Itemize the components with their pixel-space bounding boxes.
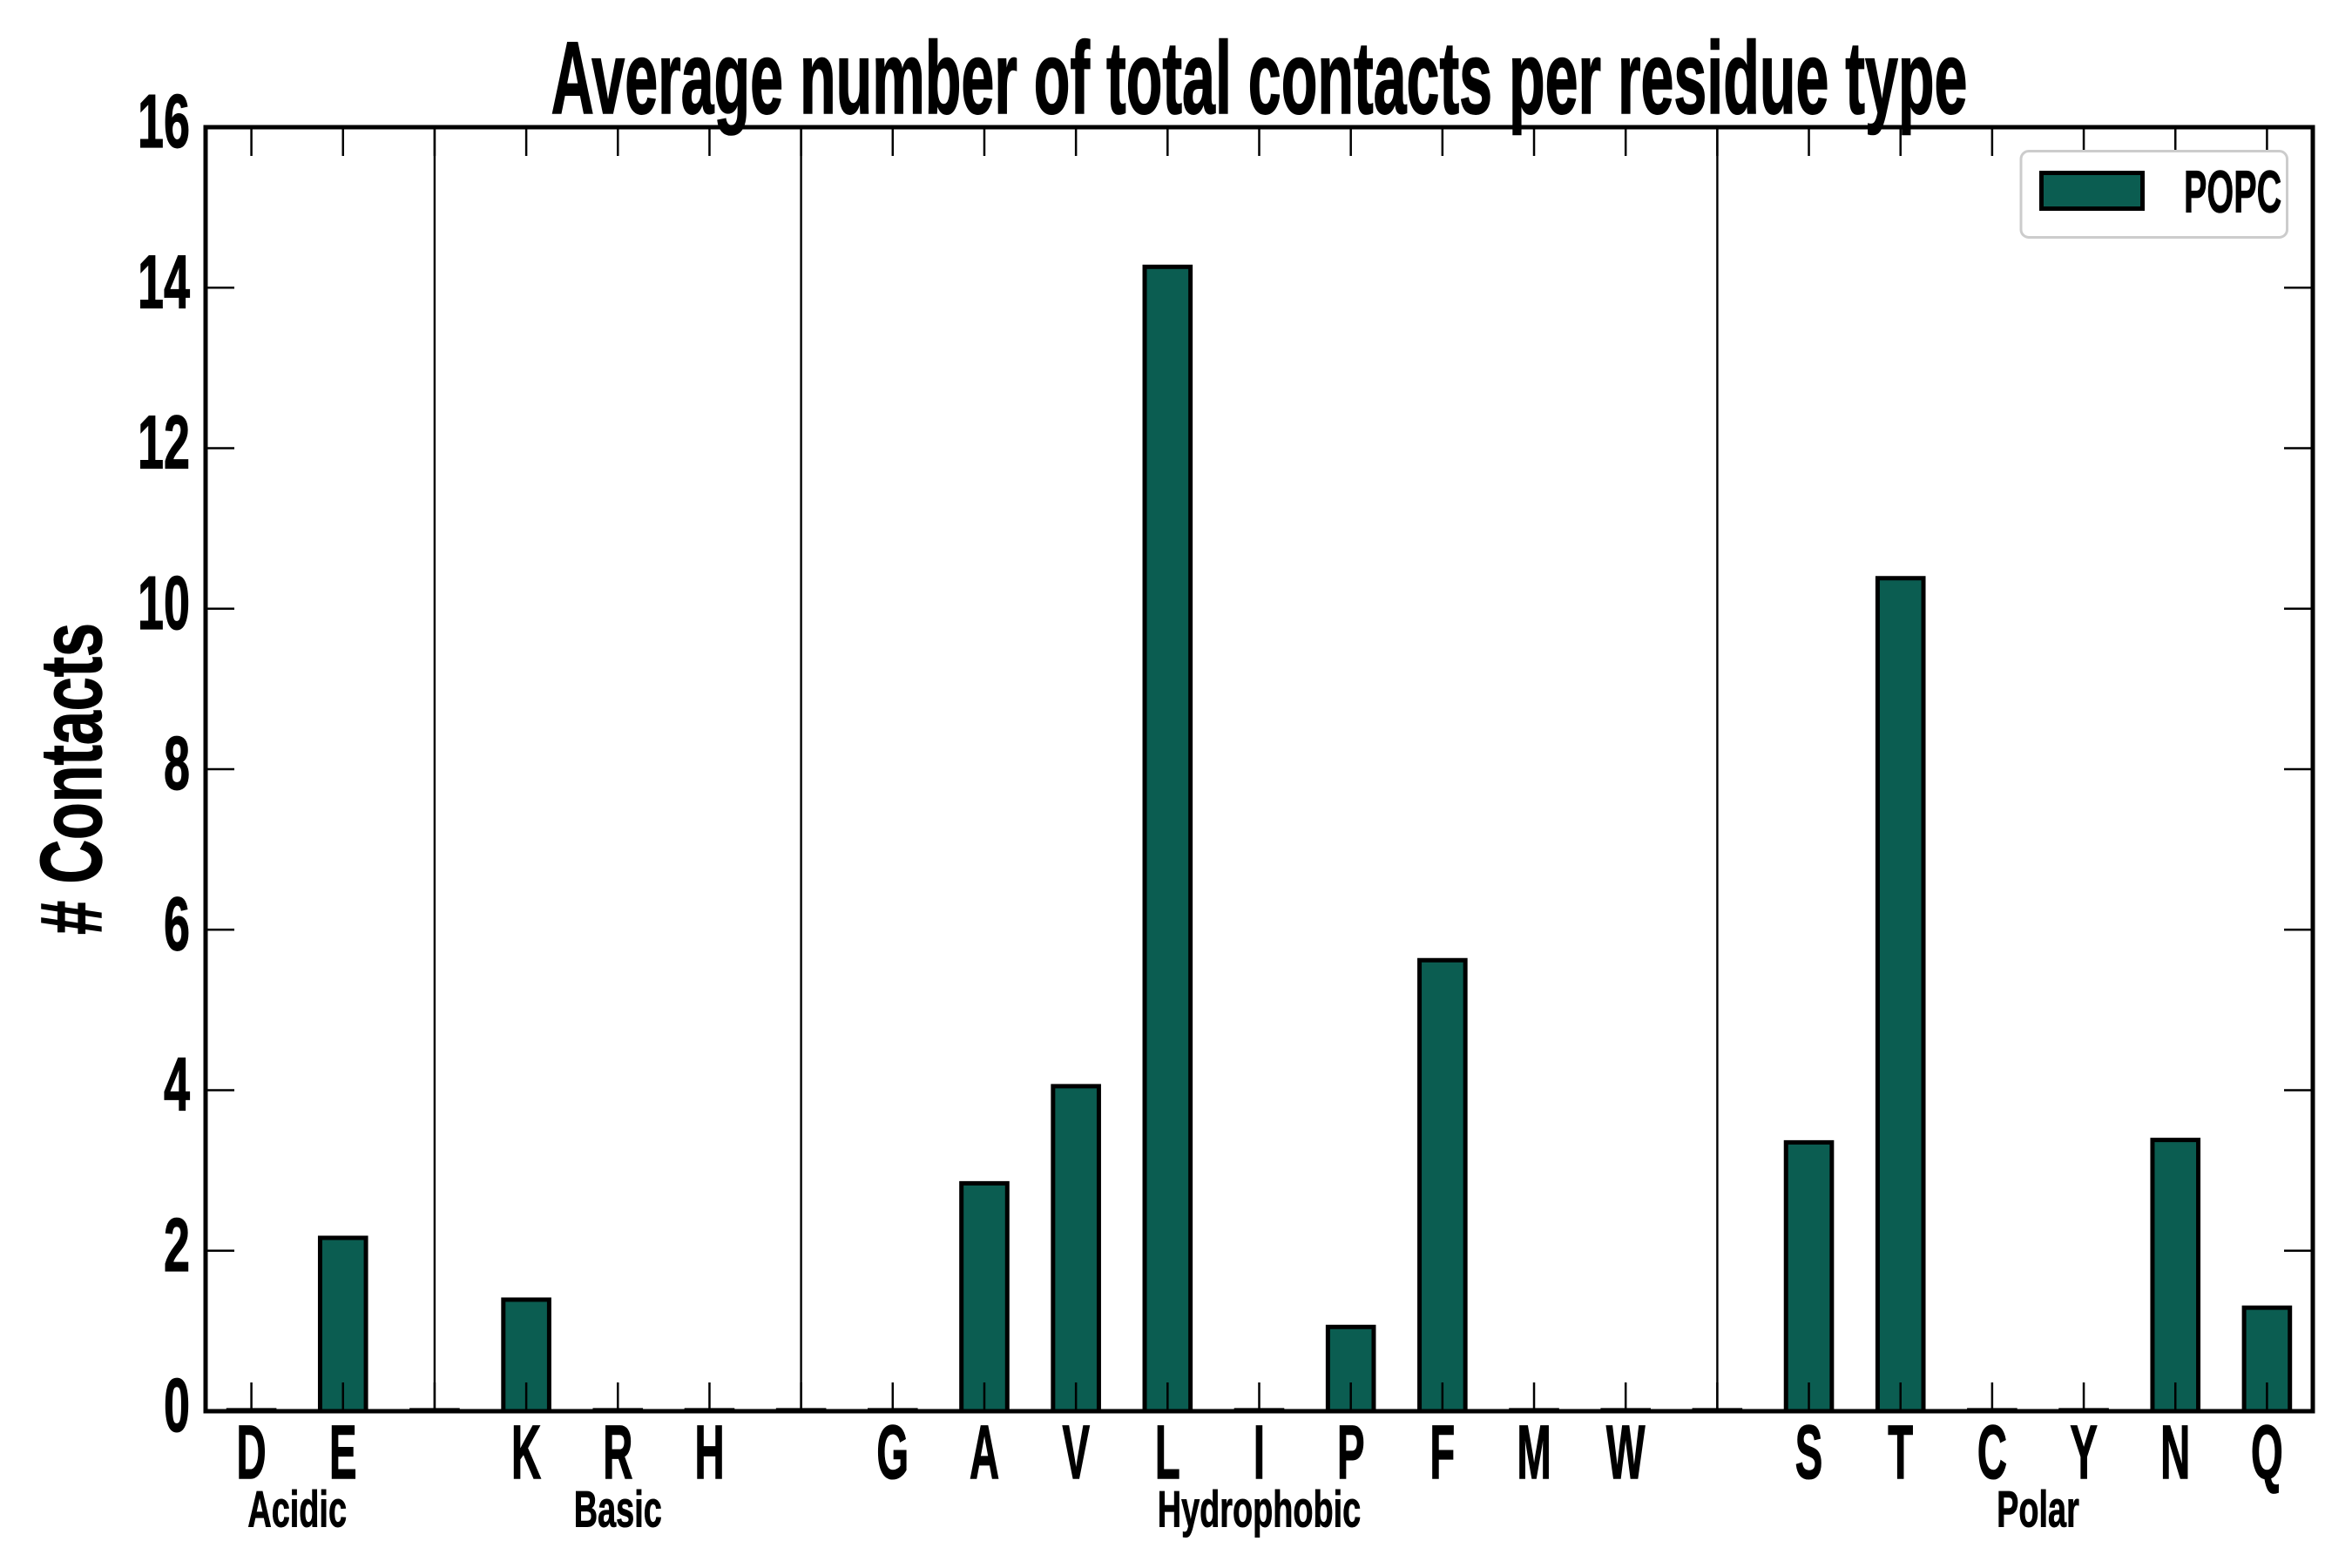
svg-text:A: A	[970, 1409, 999, 1495]
svg-text:POPC: POPC	[2184, 159, 2281, 226]
svg-text:R: R	[603, 1409, 632, 1495]
svg-text:V: V	[1062, 1409, 1090, 1495]
svg-text:# Contacts: # Contacts	[23, 623, 120, 935]
svg-text:Hydrophobic: Hydrophobic	[1158, 1482, 1361, 1538]
svg-text:H: H	[694, 1409, 724, 1495]
svg-text:N: N	[2160, 1409, 2190, 1495]
svg-text:10: 10	[138, 561, 190, 645]
svg-text:14: 14	[138, 240, 190, 324]
svg-text:I: I	[1254, 1409, 1265, 1495]
svg-text:C: C	[1977, 1409, 2007, 1495]
svg-text:16: 16	[138, 79, 190, 164]
svg-text:P: P	[1337, 1409, 1365, 1495]
svg-text:12: 12	[138, 401, 190, 485]
svg-text:Acidic: Acidic	[247, 1482, 347, 1538]
svg-text:K: K	[511, 1409, 541, 1495]
svg-text:T: T	[1888, 1409, 1913, 1495]
svg-text:L: L	[1155, 1409, 1180, 1495]
svg-text:Polar: Polar	[1997, 1482, 2079, 1538]
svg-text:W: W	[1606, 1409, 1646, 1495]
svg-text:F: F	[1429, 1409, 1455, 1495]
svg-text:4: 4	[164, 1043, 190, 1127]
svg-text:Average number of total contac: Average number of total contacts per res…	[551, 21, 1968, 136]
svg-text:0: 0	[164, 1363, 190, 1448]
svg-text:S: S	[1795, 1409, 1823, 1495]
svg-text:6: 6	[164, 882, 190, 967]
svg-text:D: D	[237, 1409, 267, 1495]
svg-text:M: M	[1517, 1409, 1551, 1495]
svg-text:E: E	[329, 1409, 357, 1495]
svg-text:8: 8	[164, 721, 190, 806]
svg-text:Basic: Basic	[574, 1482, 662, 1538]
svg-text:Q: Q	[2251, 1409, 2283, 1495]
svg-text:G: G	[876, 1409, 909, 1495]
svg-text:Y: Y	[2070, 1409, 2098, 1495]
svg-text:2: 2	[164, 1203, 190, 1288]
